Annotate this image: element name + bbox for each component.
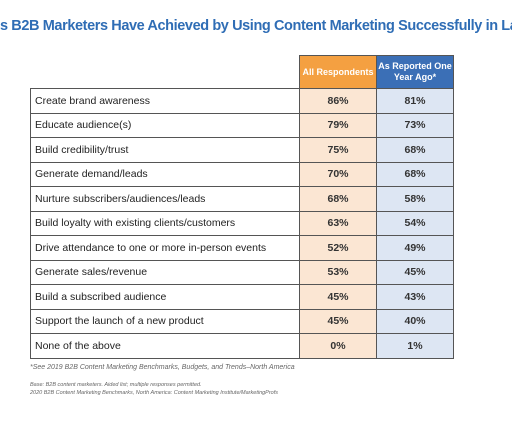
cell-value: 45% — [299, 308, 377, 334]
header-blank — [30, 55, 300, 89]
table-row: Build credibility/trust 75% 68% — [30, 137, 454, 163]
cell-value: 68% — [376, 161, 454, 187]
row-label: Educate audience(s) — [30, 112, 300, 138]
table-row: Nurture subscribers/audiences/leads 68% 58… — [30, 186, 454, 212]
cell-value: 45% — [376, 259, 454, 285]
cell-value: 63% — [299, 210, 377, 236]
table-row: Create brand awareness 86% 81% — [30, 88, 454, 114]
row-label: Create brand awareness — [30, 88, 300, 114]
column-header: As Reported One Year Ago* — [376, 55, 454, 89]
column-header: All Respondents — [299, 55, 377, 89]
cell-value: 45% — [299, 284, 377, 310]
row-label: Drive attendance to one or more in-perso… — [30, 235, 300, 261]
row-label: Generate sales/revenue — [30, 259, 300, 285]
cell-value: 52% — [299, 235, 377, 261]
table-row: None of the above 0% 1% — [30, 333, 454, 359]
cell-value: 73% — [376, 112, 454, 138]
title: s B2B Marketers Have Achieved by Using C… — [0, 18, 512, 34]
row-label: Build credibility/trust — [30, 137, 300, 163]
cell-value: 86% — [299, 88, 377, 114]
table-row: Drive attendance to one or more in-perso… — [30, 235, 454, 261]
table-row: Generate demand/leads 70% 68% — [30, 161, 454, 187]
results-table: All Respondents As Reported One Year Ago… — [30, 55, 454, 359]
row-label: Nurture subscribers/audiences/leads — [30, 186, 300, 212]
cell-value: 58% — [376, 186, 454, 212]
cell-value: 40% — [376, 308, 454, 334]
cell-value: 75% — [299, 137, 377, 163]
cell-value: 81% — [376, 88, 454, 114]
cell-value: 68% — [299, 186, 377, 212]
footnote: *See 2019 B2B Content Marketing Benchmar… — [30, 364, 295, 371]
cell-value: 68% — [376, 137, 454, 163]
cell-value: 54% — [376, 210, 454, 236]
row-label: Build loyalty with existing clients/cust… — [30, 210, 300, 236]
table-row: Support the launch of a new product 45% 40… — [30, 308, 454, 334]
cell-value: 79% — [299, 112, 377, 138]
header-row: All Respondents As Reported One Year Ago… — [30, 55, 454, 89]
cell-value: 49% — [376, 235, 454, 261]
table-row: Generate sales/revenue 53% 45% — [30, 259, 454, 285]
table-row: Build a subscribed audience 45% 43% — [30, 284, 454, 310]
table-row: Educate audience(s) 79% 73% — [30, 112, 454, 138]
row-label: Build a subscribed audience — [30, 284, 300, 310]
row-label: Generate demand/leads — [30, 161, 300, 187]
table-row: Build loyalty with existing clients/cust… — [30, 210, 454, 236]
row-label: Support the launch of a new product — [30, 308, 300, 334]
cell-value: 70% — [299, 161, 377, 187]
cell-value: 0% — [299, 333, 377, 359]
row-label: None of the above — [30, 333, 300, 359]
source-line: Base: B2B content marketers. Aided list;… — [30, 382, 202, 388]
cell-value: 1% — [376, 333, 454, 359]
source-line: 2020 B2B Content Marketing Benchmarks, N… — [30, 390, 279, 396]
cell-value: 43% — [376, 284, 454, 310]
table-body: Create brand awareness 86% 81% Educate audi… — [30, 88, 454, 359]
cell-value: 53% — [299, 259, 377, 285]
